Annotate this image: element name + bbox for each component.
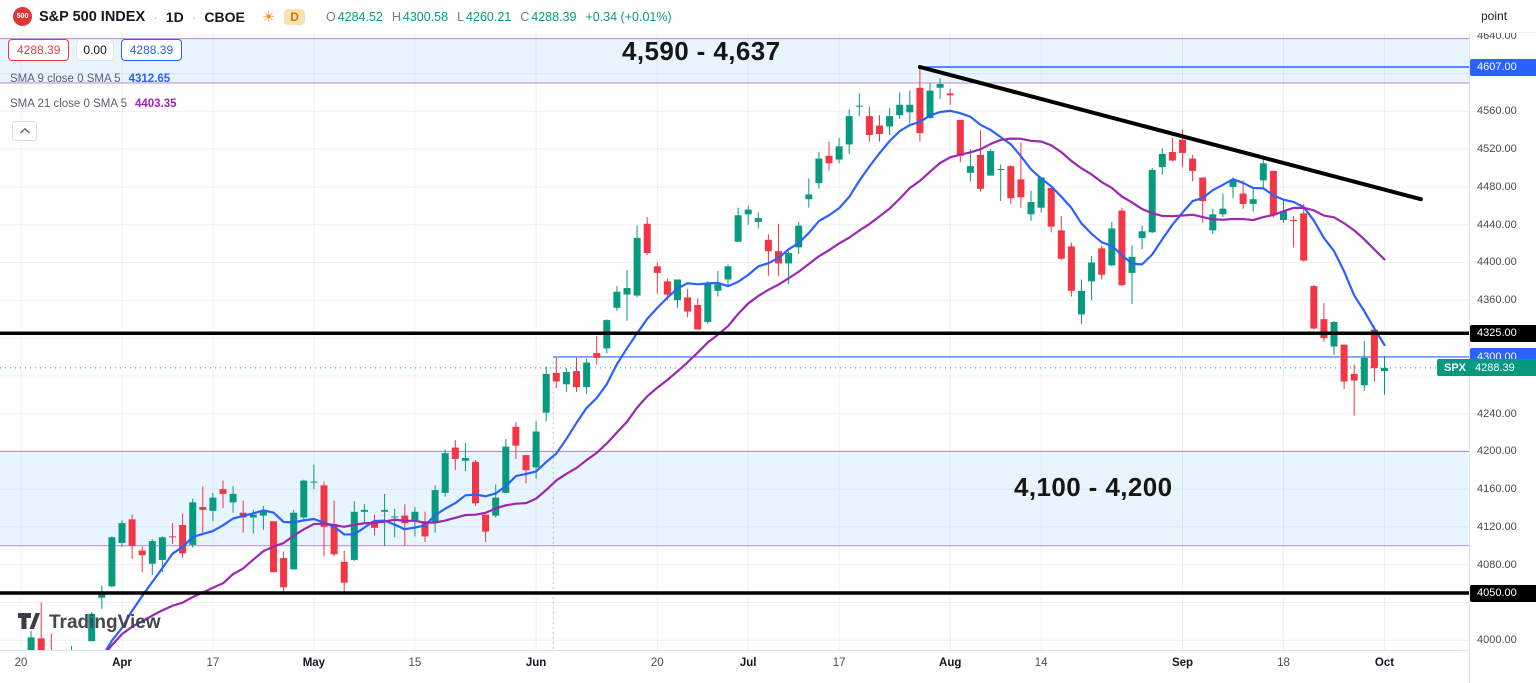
tradingview-watermark-text: TradingView <box>49 611 161 633</box>
buy-price-button[interactable]: 4288.39 <box>120 39 183 61</box>
descending-trendline <box>917 65 1423 202</box>
ohlc-readout: O 4284.52 H 4300.58 L 4260.21 C 4288.39 +0.3… <box>326 10 672 24</box>
price-tick-label: 4360.00 <box>1477 294 1517 307</box>
low-value: 4260.21 <box>466 9 512 24</box>
time-tick-label: Sep <box>1171 657 1194 669</box>
spread-value: 0.00 <box>76 39 114 61</box>
price-tick-label: 4200.00 <box>1477 445 1517 458</box>
price-axis[interactable]: point 4000.00 4080.00 4120.00 4160.00 4200.0… <box>1437 0 1536 683</box>
price-tick-label: 4000.00 <box>1477 634 1517 647</box>
title-separator: · <box>153 8 158 25</box>
price-tick-label: 4120.00 <box>1477 520 1517 533</box>
price-tick-label: 4560.00 <box>1477 105 1517 118</box>
last-price-badge: SPX 4288.39 <box>1437 359 1536 377</box>
lower-zone-annotation[interactable]: 4,100 - 4,200 <box>1014 472 1173 502</box>
time-tick-label: 17 <box>206 657 220 669</box>
chart-canvas[interactable] <box>0 0 1469 650</box>
time-tick-label: Oct <box>1374 657 1395 669</box>
time-tick-label: Jul <box>739 657 757 669</box>
title-separator: · <box>191 8 197 25</box>
sell-price-button[interactable]: 4288.39 <box>8 39 70 61</box>
time-axis[interactable]: 20 Apr 17 May 15 Jun 20 Jul 17 Aug 14 Sep 18 Oct <box>0 650 1536 683</box>
interval-label[interactable]: 1D <box>165 8 184 25</box>
close-value: 4288.39 <box>531 9 577 24</box>
indicator-legend-sma9[interactable]: SMA 9 close 0 SMA 5 4312.65 <box>10 73 170 85</box>
indicator-legend-sma21[interactable]: SMA 21 close 0 SMA 5 4403.35 <box>10 98 177 110</box>
price-tick-label: 4240.00 <box>1477 407 1517 420</box>
time-tick-label: Aug <box>939 657 962 669</box>
time-tick-label: Apr <box>112 657 132 669</box>
price-tick-label: 4440.00 <box>1477 218 1517 231</box>
time-tick-label: 20 <box>650 657 664 669</box>
interval-d-badge[interactable]: D <box>284 8 305 25</box>
open-label: O <box>325 9 336 24</box>
grid-lines <box>0 0 1469 650</box>
level-lines-over <box>0 331 1469 595</box>
symbol-title[interactable]: S&P 500 INDEX <box>39 8 146 25</box>
time-tick-label: May <box>302 657 326 669</box>
time-tick-label: 14 <box>1034 657 1048 669</box>
time-tick-label: 15 <box>408 657 422 669</box>
time-tick-label: 17 <box>832 657 846 669</box>
time-tick-label: 20 <box>14 657 28 669</box>
sma21-label: SMA 21 close 0 SMA 5 <box>10 98 127 110</box>
tradingview-watermark: TradingView <box>16 607 161 638</box>
exchange-label[interactable]: CBOE <box>204 8 245 25</box>
ma-line-9 <box>104 109 1386 650</box>
level-price-badge: 4050.00 <box>1470 584 1536 602</box>
quote-buttons-row: 4288.39 0.00 4288.39 <box>8 39 183 61</box>
price-tick-label: 4520.00 <box>1477 143 1517 156</box>
price-tick-label: 4080.00 <box>1477 558 1517 571</box>
collapse-indicators-button[interactable] <box>12 121 37 141</box>
upper-zone-annotation[interactable]: 4,590 - 4,637 <box>622 36 781 66</box>
market-session-sun-icon: ☀ <box>261 8 276 26</box>
sma9-label: SMA 9 close 0 SMA 5 <box>10 73 121 85</box>
time-tick-label: Jun <box>525 657 547 669</box>
sp500-logo-icon: 500 <box>13 7 32 26</box>
high-value: 4300.58 <box>402 9 449 24</box>
level-price-badge: 4325.00 <box>1470 324 1536 342</box>
tradingview-logo-icon <box>16 607 42 638</box>
sma9-value: 4312.65 <box>128 73 171 85</box>
price-tick-label: 4400.00 <box>1477 256 1517 269</box>
level-price-badge: 4607.00 <box>1470 58 1536 76</box>
price-tick-label: 4480.00 <box>1477 180 1517 193</box>
high-label: H <box>391 9 401 24</box>
ma-line-21 <box>106 137 1386 650</box>
low-label: L <box>457 9 465 24</box>
candles <box>27 67 1388 650</box>
chart-header: 500 S&P 500 INDEX · 1D · CBOE ☀ D O 4284.… <box>0 0 1482 33</box>
support-resistance-zones <box>0 38 1469 547</box>
chevron-up-icon <box>19 127 30 134</box>
price-tick-label: 4160.00 <box>1477 483 1517 496</box>
change-value: +0.34 (+0.01%) <box>585 9 672 24</box>
time-tick-label: 18 <box>1277 657 1290 669</box>
sma21-value: 4403.35 <box>134 98 177 110</box>
level-lines-under <box>0 66 1469 650</box>
close-label: C <box>520 9 530 24</box>
open-value: 4284.52 <box>337 9 383 24</box>
